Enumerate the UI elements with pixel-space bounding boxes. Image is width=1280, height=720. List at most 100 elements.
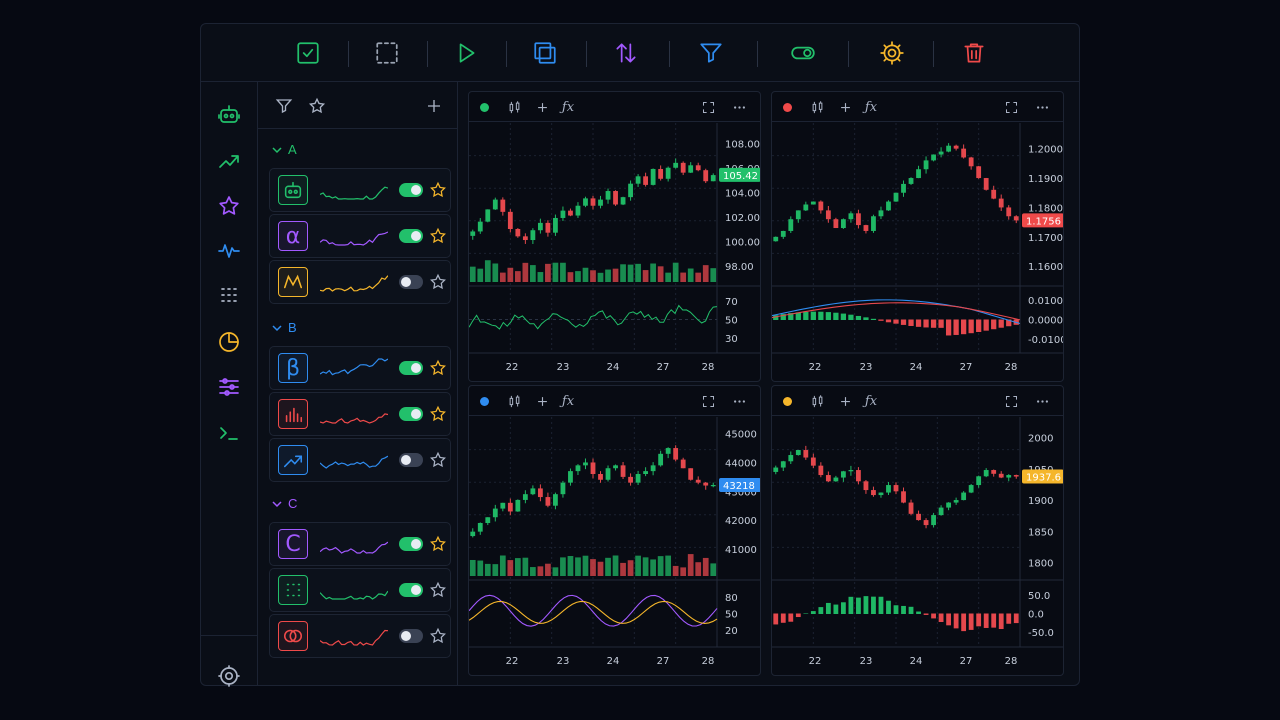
sparkline xyxy=(320,455,388,469)
add-icon[interactable] xyxy=(533,98,551,116)
play-button[interactable] xyxy=(450,37,482,69)
price-chart[interactable]: 200019501900185018001937.650.00.0-50.022… xyxy=(772,417,1064,676)
toolbar-separator xyxy=(668,41,670,67)
expand-icon[interactable] xyxy=(1002,392,1020,410)
favorite-star-icon[interactable] xyxy=(429,405,447,423)
candle xyxy=(485,517,491,526)
trash-button[interactable] xyxy=(958,37,990,69)
dots-icon xyxy=(286,583,301,597)
enable-toggle[interactable] xyxy=(399,361,423,375)
favorite-star-icon[interactable] xyxy=(429,227,447,245)
price-axis-label: 1.1700 xyxy=(1028,233,1063,244)
histogram-bar xyxy=(916,611,921,614)
expand-icon[interactable] xyxy=(699,392,717,410)
enable-toggle[interactable] xyxy=(399,275,423,289)
sparkline xyxy=(320,590,388,600)
favorite-star-icon[interactable] xyxy=(429,535,447,553)
enable-toggle[interactable] xyxy=(399,629,423,643)
candles-icon[interactable] xyxy=(808,98,826,116)
favorite-star-icon[interactable] xyxy=(429,451,447,469)
candle xyxy=(961,491,967,501)
grid-dots-icon[interactable] xyxy=(215,282,243,310)
price-chart[interactable]: 108.00106.00104.00102.00100.0098.00105.4… xyxy=(469,123,761,382)
candles-icon[interactable] xyxy=(505,98,523,116)
strategy-card[interactable] xyxy=(269,614,451,658)
strategy-card[interactable]: α xyxy=(269,214,451,258)
candle xyxy=(620,196,626,206)
more-icon[interactable] xyxy=(1033,392,1051,410)
robot-icon[interactable] xyxy=(215,100,243,128)
favorite-star-icon[interactable] xyxy=(429,627,447,645)
terminal-icon[interactable] xyxy=(215,419,243,447)
add-icon[interactable] xyxy=(836,392,854,410)
strategy-card[interactable]: C xyxy=(269,522,451,566)
toggle-button[interactable] xyxy=(787,37,819,69)
strategy-card[interactable] xyxy=(269,392,451,436)
volume-bar xyxy=(492,263,499,282)
star-icon[interactable] xyxy=(306,95,328,117)
function-icon[interactable]: ƒx xyxy=(864,99,878,115)
toolbar-separator xyxy=(347,41,349,67)
candle xyxy=(575,464,581,476)
candle xyxy=(688,468,694,481)
strategy-card[interactable] xyxy=(269,168,451,212)
add-icon[interactable] xyxy=(836,98,854,116)
price-chart[interactable]: 45000 44000 43000 42000 41000 43218 80 50 20 22 23… xyxy=(469,417,761,676)
enable-toggle[interactable] xyxy=(399,453,423,467)
volume-bar xyxy=(499,555,506,576)
volume-bar xyxy=(545,263,551,282)
check-square-button[interactable] xyxy=(292,37,324,69)
candle xyxy=(500,502,506,512)
function-icon[interactable]: ƒx xyxy=(561,99,575,115)
more-icon[interactable] xyxy=(1033,98,1051,116)
filter-icon[interactable] xyxy=(273,95,295,117)
pulse-icon[interactable] xyxy=(215,237,243,265)
favorite-star-icon[interactable] xyxy=(429,581,447,599)
add-icon[interactable] xyxy=(423,95,445,117)
expand-icon[interactable] xyxy=(699,98,717,116)
macd-bar xyxy=(885,319,892,323)
enable-toggle[interactable] xyxy=(399,407,423,421)
favorite-star-icon[interactable] xyxy=(429,181,447,199)
pie-chart-icon[interactable] xyxy=(215,328,243,356)
enable-toggle[interactable] xyxy=(399,537,423,551)
select-dashed-button[interactable] xyxy=(371,37,403,69)
group-a-header[interactable]: A xyxy=(272,142,297,157)
expand-icon[interactable] xyxy=(1002,98,1020,116)
candle xyxy=(590,195,596,210)
candles-icon[interactable] xyxy=(505,392,523,410)
group-b-header[interactable]: B xyxy=(272,320,297,335)
candle xyxy=(522,490,528,504)
more-icon[interactable] xyxy=(730,98,748,116)
enable-toggle[interactable] xyxy=(399,229,423,243)
volume-bar xyxy=(695,562,702,576)
group-c-header[interactable]: C xyxy=(272,496,297,511)
strategy-card[interactable]: β xyxy=(269,346,451,390)
gear-button[interactable] xyxy=(876,37,908,69)
favorite-star-icon[interactable] xyxy=(429,359,447,377)
volume-bar xyxy=(567,556,574,576)
favorite-star-icon[interactable] xyxy=(429,273,447,291)
filter-button[interactable] xyxy=(695,37,727,69)
function-icon[interactable]: ƒx xyxy=(864,393,878,409)
more-icon[interactable] xyxy=(730,392,748,410)
candles-icon[interactable] xyxy=(808,392,826,410)
star-icon[interactable] xyxy=(215,192,243,220)
strategy-card[interactable] xyxy=(269,568,451,612)
sort-arrows-button[interactable] xyxy=(610,37,642,69)
trend-up-icon[interactable] xyxy=(215,147,243,175)
volume-bar xyxy=(477,268,484,282)
function-icon[interactable]: ƒx xyxy=(561,393,575,409)
enable-toggle[interactable] xyxy=(399,183,423,197)
candle xyxy=(515,499,521,512)
macd-bar xyxy=(908,319,914,326)
sliders-icon[interactable] xyxy=(215,373,243,401)
macd-bar xyxy=(863,317,869,320)
price-chart[interactable]: 1.2000 1.1900 1.1800 1.1700 1.1600 1.1756 0.01… xyxy=(772,123,1064,382)
settings-icon[interactable] xyxy=(215,662,243,690)
strategy-card[interactable] xyxy=(269,438,451,482)
copy-button[interactable] xyxy=(529,37,561,69)
add-icon[interactable] xyxy=(533,392,551,410)
enable-toggle[interactable] xyxy=(399,583,423,597)
strategy-card[interactable] xyxy=(269,260,451,304)
